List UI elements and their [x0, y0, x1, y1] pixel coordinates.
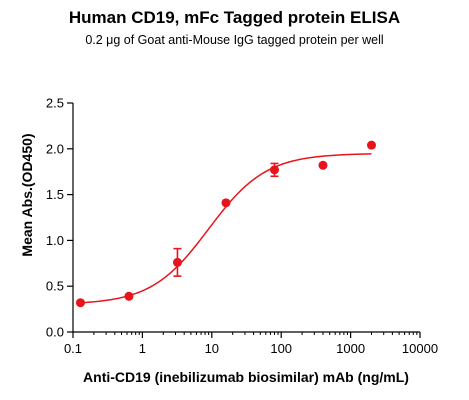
y-tick-label: 2.5 [46, 96, 64, 111]
x-axis-title: Anti-CD19 (inebilizumab biosimilar) mAb … [83, 369, 409, 385]
y-tick-label: 2.0 [46, 141, 64, 156]
chart-title: Human CD19, mFc Tagged protein ELISA [68, 8, 401, 27]
y-tick-label: 0.5 [46, 279, 64, 294]
data-points-layer [75, 140, 376, 308]
x-tick-label: 1 [139, 341, 146, 356]
data-point [318, 160, 328, 170]
x-tick-label: 1000 [336, 341, 365, 356]
x-tick-label: 0.1 [64, 341, 82, 356]
y-tick-label: 1.5 [46, 187, 64, 202]
data-point [366, 140, 376, 150]
fit-curve-layer [80, 153, 372, 304]
x-tick-label: 10000 [402, 341, 438, 356]
data-point [124, 291, 134, 301]
data-point [269, 165, 279, 175]
y-tick-label: 1.0 [46, 233, 64, 248]
y-tick-label: 0.0 [46, 325, 64, 340]
data-point [75, 298, 85, 308]
x-tick-label: 100 [270, 341, 292, 356]
data-point [221, 198, 231, 208]
x-tick-label: 10 [205, 341, 219, 356]
fit-curve [80, 153, 372, 304]
data-point [172, 257, 182, 267]
axes: 0.1 1 10 100 1000 10000 0.0 0.5 1.0 1.5 2.0 2.5 [46, 96, 438, 357]
chart-subtitle: 0.2 μg of Goat anti-Mouse IgG tagged pro… [85, 33, 384, 47]
y-axis-title: Mean Abs.(OD450) [19, 133, 35, 256]
